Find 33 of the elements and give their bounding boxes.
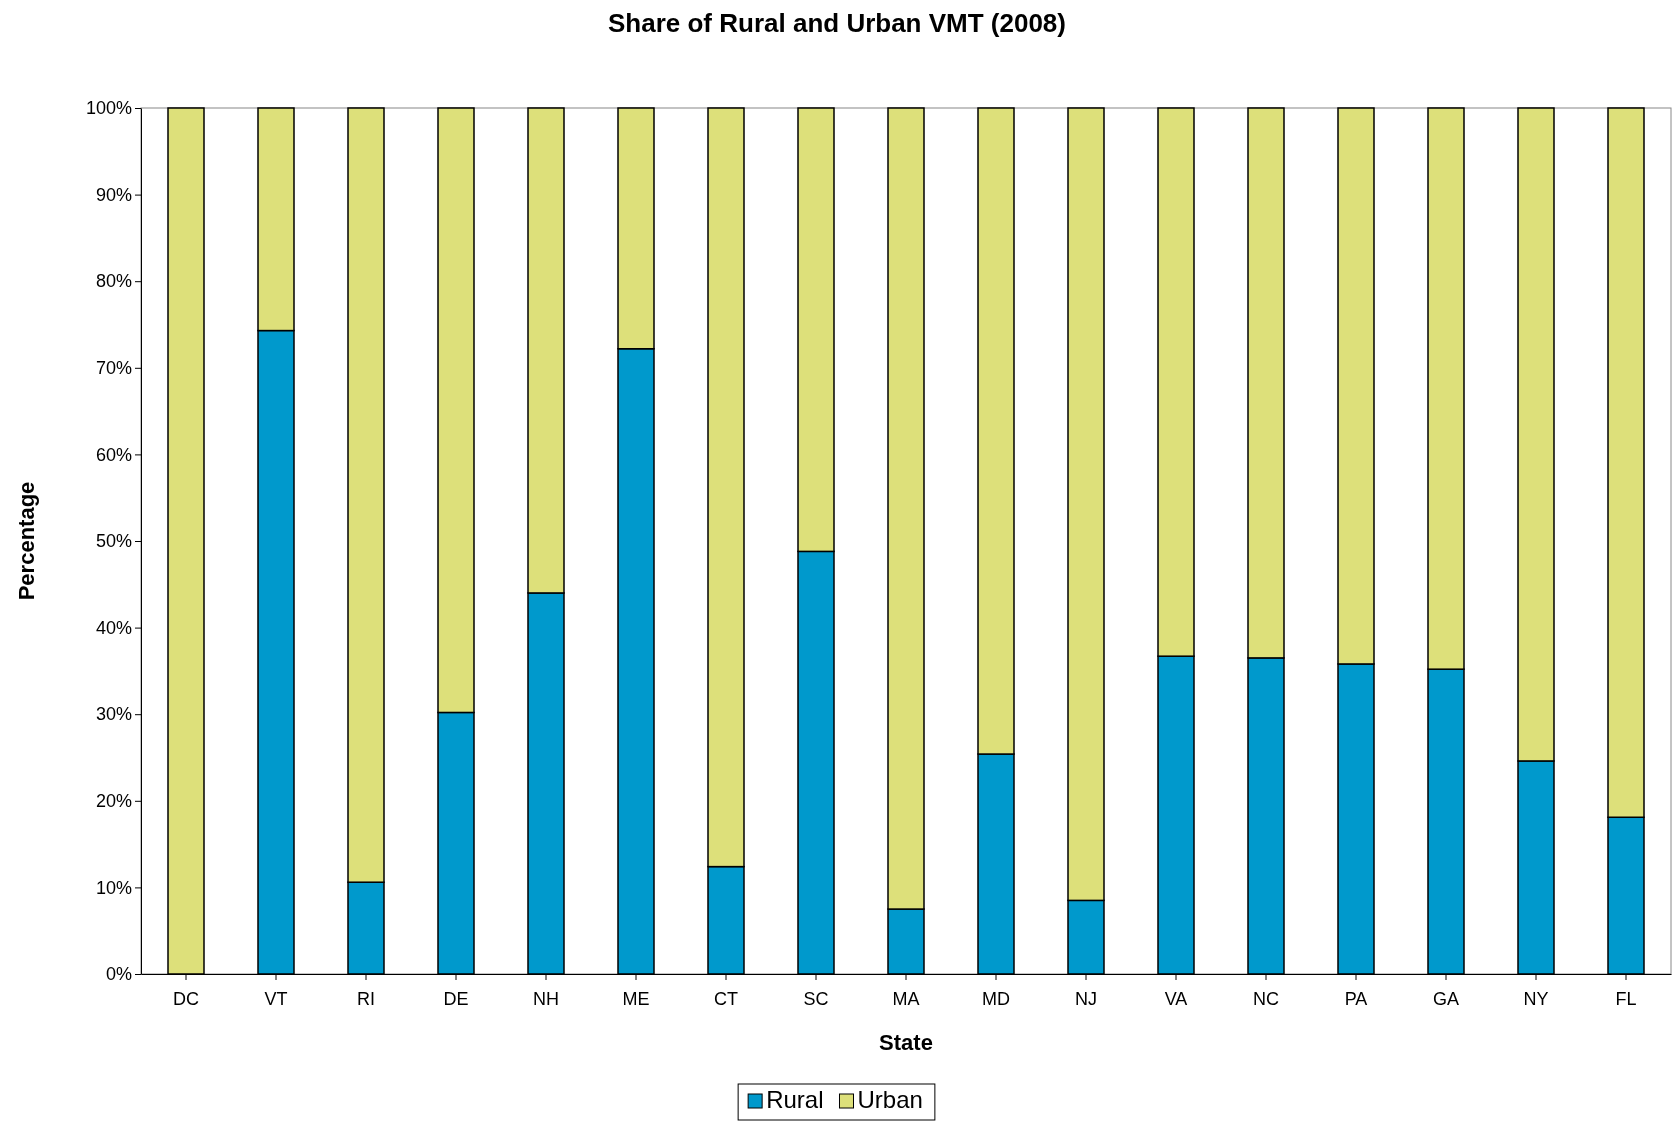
x-tick-label: CT [714,988,738,1009]
legend-label: Urban [857,1086,923,1113]
y-tick-label: 70% [95,358,132,379]
y-tick-label: 20% [95,791,132,812]
x-tick-label: NH [533,988,559,1009]
x-tick-label: DC [173,988,199,1009]
y-axis-title: Percentage [14,481,39,601]
x-tick-label: RI [357,988,375,1009]
y-tick-label: 80% [95,271,132,292]
x-tick-label: DE [443,988,469,1009]
x-tick-label: MA [892,988,920,1009]
x-tick-label: GA [1432,988,1460,1009]
x-tick-label: NY [1523,988,1549,1009]
x-tick-label: NC [1253,988,1279,1009]
x-axis-title: State [879,1030,933,1055]
x-tick-label: NJ [1075,988,1097,1009]
y-tick-label: 0% [105,964,132,985]
x-tick-label: VT [264,988,288,1009]
x-tick-label: PA [1344,988,1368,1009]
y-tick-label: 100% [85,98,132,119]
x-tick-label: SC [803,988,829,1009]
y-tick-label: 50% [95,531,132,552]
x-tick-label: MD [982,988,1010,1009]
y-tick-label: 10% [95,877,132,898]
y-tick-label: 30% [95,704,132,725]
y-tick-label: 90% [95,184,132,205]
legend-label: Rural [766,1086,824,1113]
x-tick-label: VA [1164,988,1188,1009]
y-tick-label: 60% [95,444,132,465]
chart-title: Share of Rural and Urban VMT (2008) [608,8,1066,38]
y-tick-label: 40% [95,617,132,638]
x-tick-label: ME [622,988,650,1009]
x-tick-label: FL [1615,988,1637,1009]
